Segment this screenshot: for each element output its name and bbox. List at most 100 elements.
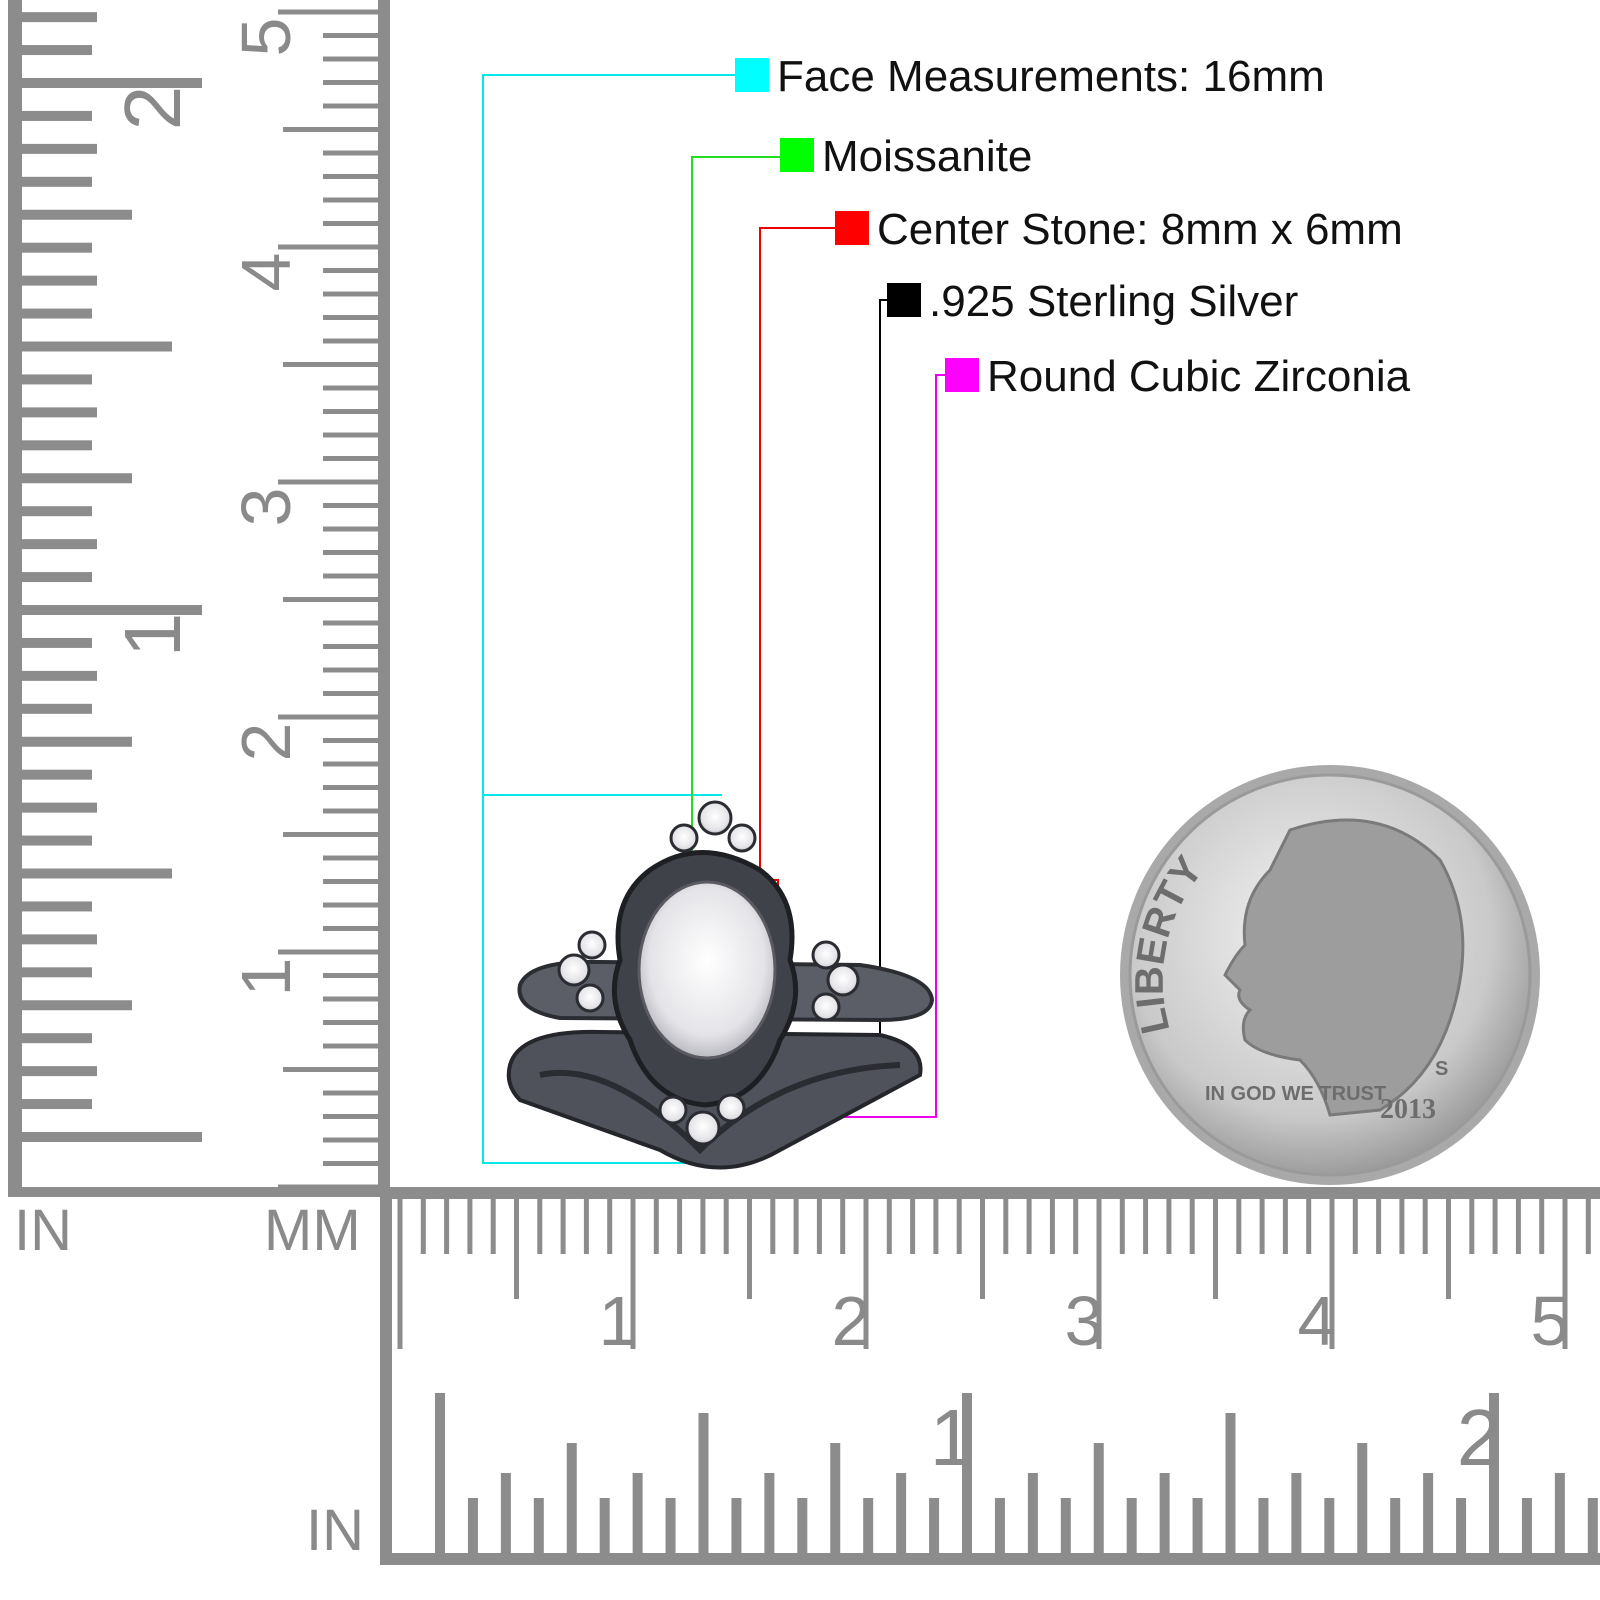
ruler-tick [444, 1199, 450, 1254]
ruler-tick [566, 1443, 577, 1553]
ruler-tick [278, 949, 378, 955]
ruler-number: 4 [1298, 1282, 1337, 1360]
ruler-tick [22, 473, 132, 484]
horizontal-ruler [380, 1187, 1600, 1565]
ruler-tick [653, 1199, 659, 1254]
ruler-tick [1027, 1473, 1038, 1553]
legend-label: Moissanite [822, 132, 1032, 181]
ruler-tick [1189, 1199, 1195, 1254]
ruler-tick [22, 78, 202, 88]
unit-label-in: IN [14, 1198, 72, 1263]
legend-label: .925 Sterling Silver [929, 277, 1298, 326]
ruler-border [378, 0, 390, 1197]
ruler-tick [283, 597, 378, 602]
unit-label-mm: MM [264, 1198, 361, 1263]
ruler-number: 2 [832, 1282, 871, 1360]
ruler-tick [1258, 1498, 1269, 1553]
ruler-tick [22, 736, 132, 747]
ruler-tick [22, 1132, 202, 1142]
ruler-tick [1259, 1199, 1265, 1254]
ruler-tick [22, 1033, 92, 1044]
ruler-tick [22, 341, 172, 352]
ruler-tick [323, 456, 378, 461]
ruler-tick [1213, 1199, 1218, 1299]
moissanite-line [691, 156, 780, 935]
ruler-tick [910, 1199, 916, 1254]
ruler-tick [1352, 1199, 1358, 1254]
vertical-ruler [8, 0, 390, 1197]
ruler-tick [323, 620, 378, 626]
ruler-tick [994, 1498, 1005, 1553]
ruler-tick [323, 644, 378, 649]
ruler-tick [420, 1199, 426, 1254]
side-stone [557, 953, 591, 987]
ruler-tick [933, 1199, 939, 1254]
ruler-tick [560, 1199, 566, 1254]
side-stone [826, 963, 860, 997]
ruler-tick [22, 407, 97, 418]
ruler-tick [962, 1393, 972, 1553]
ruler-tick [323, 738, 378, 743]
ruler-tick [278, 9, 378, 15]
ruler-tick [283, 362, 378, 367]
coin-motto: IN GOD WE TRUST [1205, 1083, 1386, 1105]
coin-dime: LIBERTY IN GOD WE TRUST S 2013 [1120, 765, 1540, 1185]
ruler-number: 3 [227, 488, 305, 527]
ruler-tick [22, 209, 132, 220]
ruler-tick [22, 275, 97, 286]
ruler-tick [665, 1498, 676, 1553]
ruler-tick [764, 1473, 775, 1553]
ruler-tick [929, 1498, 940, 1553]
ruler-tick [1026, 1199, 1032, 1254]
center-stone [637, 880, 777, 1060]
ruler-tick [278, 479, 378, 485]
ruler-tick [1306, 1199, 1312, 1254]
ruler-tick [22, 176, 92, 187]
ruler-tick [816, 1199, 822, 1254]
side-stone [697, 800, 733, 836]
unit-label-in-bottom: IN [306, 1498, 364, 1563]
side-stone [575, 983, 605, 1013]
ruler-tick [1515, 1199, 1521, 1254]
ruler-tick [323, 503, 378, 508]
ruler-tick [1225, 1413, 1236, 1553]
side-stone [716, 1093, 746, 1123]
ruler-tick [1562, 1199, 1568, 1349]
ruler-tick [22, 934, 97, 945]
ruler-number: 1 [227, 958, 305, 997]
ruler-tick [500, 1473, 511, 1553]
ruler-tick [723, 1199, 729, 1254]
ruler-tick [22, 802, 97, 813]
ruler-tick [278, 1184, 378, 1190]
ruler-tick [283, 832, 378, 837]
ruler-tick [323, 855, 378, 861]
ruler-tick [22, 1000, 132, 1011]
ruler-tick [323, 1137, 378, 1143]
ruler-tick [22, 45, 92, 56]
side-stone [727, 823, 757, 853]
ruler-tick [1489, 1393, 1499, 1553]
ruler-tick [1492, 1199, 1498, 1254]
ruler-tick [22, 506, 92, 517]
legend-swatch [945, 358, 979, 392]
ruler-tick [1376, 1199, 1382, 1254]
ruler-tick [1399, 1199, 1405, 1254]
ruler-tick [323, 221, 378, 226]
ruler-tick [22, 835, 92, 846]
ruler-tick [22, 868, 172, 879]
ruler-tick [1236, 1199, 1242, 1254]
ruler-tick [323, 1161, 378, 1166]
ruler-tick [830, 1443, 841, 1553]
legend-label: Center Stone: 8mm x 6mm [877, 205, 1403, 254]
ruler-tick [435, 1393, 445, 1553]
ruler-tick [1143, 1199, 1149, 1254]
ruler-tick [1329, 1199, 1335, 1349]
ruler-number: 1 [108, 613, 197, 658]
ruler-tick [607, 1199, 613, 1254]
ruler-tick [323, 996, 378, 1002]
ruler-number: 4 [227, 253, 305, 292]
ruler-tick [323, 56, 378, 62]
ruler-tick [1096, 1199, 1102, 1349]
ruler-tick [278, 244, 378, 250]
ruler-tick [22, 308, 92, 319]
